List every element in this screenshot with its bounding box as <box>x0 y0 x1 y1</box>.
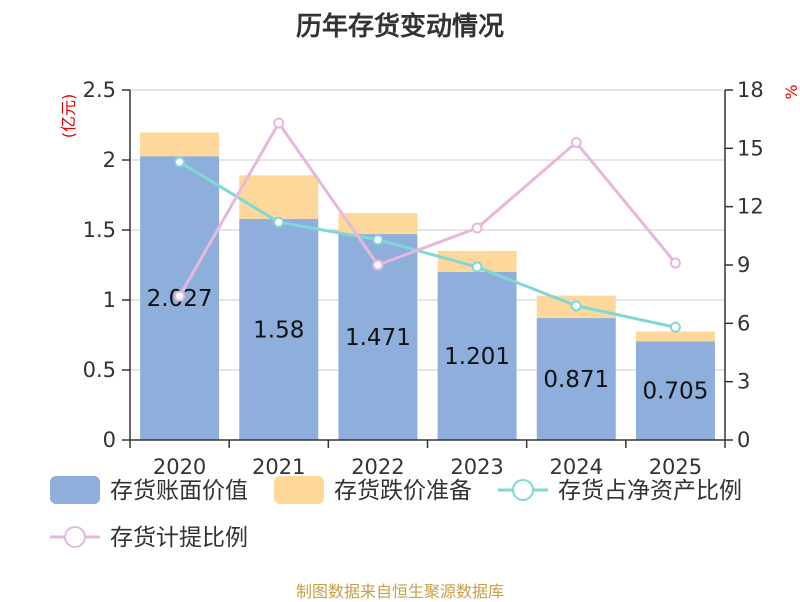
point-provision-ratio <box>471 222 483 234</box>
chart-title: 历年存货变动情况 <box>295 12 504 42</box>
y-left-tick-label: 2 <box>103 148 116 172</box>
bar-inventory-book-value <box>437 271 517 440</box>
legend-provision-ratio-swatch-marker <box>64 526 86 548</box>
point-net-asset-ratio <box>273 216 285 228</box>
y-right-tick-label: 0 <box>737 428 750 452</box>
point-provision-ratio <box>669 257 681 269</box>
point-provision-ratio <box>273 117 285 129</box>
y-right-unit-label: % <box>782 84 800 99</box>
point-provision-ratio <box>570 137 582 148</box>
y-left-unit-label: (亿元) <box>59 94 78 139</box>
y-right-tick-label: 12 <box>737 195 764 219</box>
bar-data-label: 1.58 <box>253 317 304 343</box>
y-right-tick-label: 3 <box>737 370 750 394</box>
bar-inventory-impairment <box>140 132 220 157</box>
y-left-tick-label: 0 <box>103 428 116 452</box>
bar-inventory-impairment <box>338 213 418 235</box>
point-provision-ratio <box>372 259 384 271</box>
y-left-tick-label: 1.5 <box>83 218 116 242</box>
bar-data-label: 0.705 <box>642 379 708 405</box>
legend-book-value-swatch <box>50 476 100 504</box>
x-tick-label: 2023 <box>450 455 503 479</box>
y-right-tick-label: 6 <box>737 311 750 335</box>
y-right-tick-label: 15 <box>737 136 764 160</box>
bar-inventory-impairment <box>437 250 517 272</box>
y-left-tick-label: 1 <box>103 288 116 312</box>
bar-data-label: 1.471 <box>345 325 411 351</box>
line-net-asset-ratio <box>178 160 676 329</box>
y-left-tick-label: 0.5 <box>83 358 116 382</box>
source-note: 制图数据来自恒生聚源数据库 <box>295 582 504 601</box>
x-tick-label: 2021 <box>252 455 305 479</box>
point-net-asset-ratio <box>174 156 186 168</box>
legend-net-asset-ratio-label: 存货占净资产比例 <box>558 478 742 504</box>
point-net-asset-ratio <box>471 261 483 273</box>
y-left-tick-label: 2.5 <box>83 78 116 102</box>
legend-impairment-label: 存货跌价准备 <box>334 478 472 504</box>
bar-data-label: 1.201 <box>444 344 510 370</box>
line-provision-ratio <box>178 120 677 297</box>
legend-net-asset-ratio-swatch-marker <box>512 479 534 501</box>
bar-inventory-impairment <box>239 175 319 219</box>
point-net-asset-ratio <box>372 234 384 246</box>
x-tick-label: 2025 <box>649 455 702 479</box>
y-right-tick-label: 9 <box>737 253 750 277</box>
bar-inventory-book-value <box>536 318 616 440</box>
legend-book-value-label: 存货账面价值 <box>110 478 248 504</box>
point-net-asset-ratio <box>570 300 582 312</box>
x-tick-label: 2020 <box>153 455 206 479</box>
legend-provision-ratio-label: 存货计提比例 <box>110 525 248 551</box>
x-tick-label: 2024 <box>550 455 603 479</box>
bar-inventory-book-value <box>635 341 715 440</box>
legend-impairment-swatch <box>274 476 324 504</box>
point-net-asset-ratio <box>669 321 681 333</box>
x-tick-label: 2022 <box>351 455 404 479</box>
y-right-tick-label: 18 <box>737 78 764 102</box>
bar-inventory-book-value <box>239 218 319 440</box>
point-provision-ratio <box>174 290 186 302</box>
bar-data-label: 0.871 <box>543 367 609 393</box>
bar-inventory-impairment <box>635 331 715 342</box>
